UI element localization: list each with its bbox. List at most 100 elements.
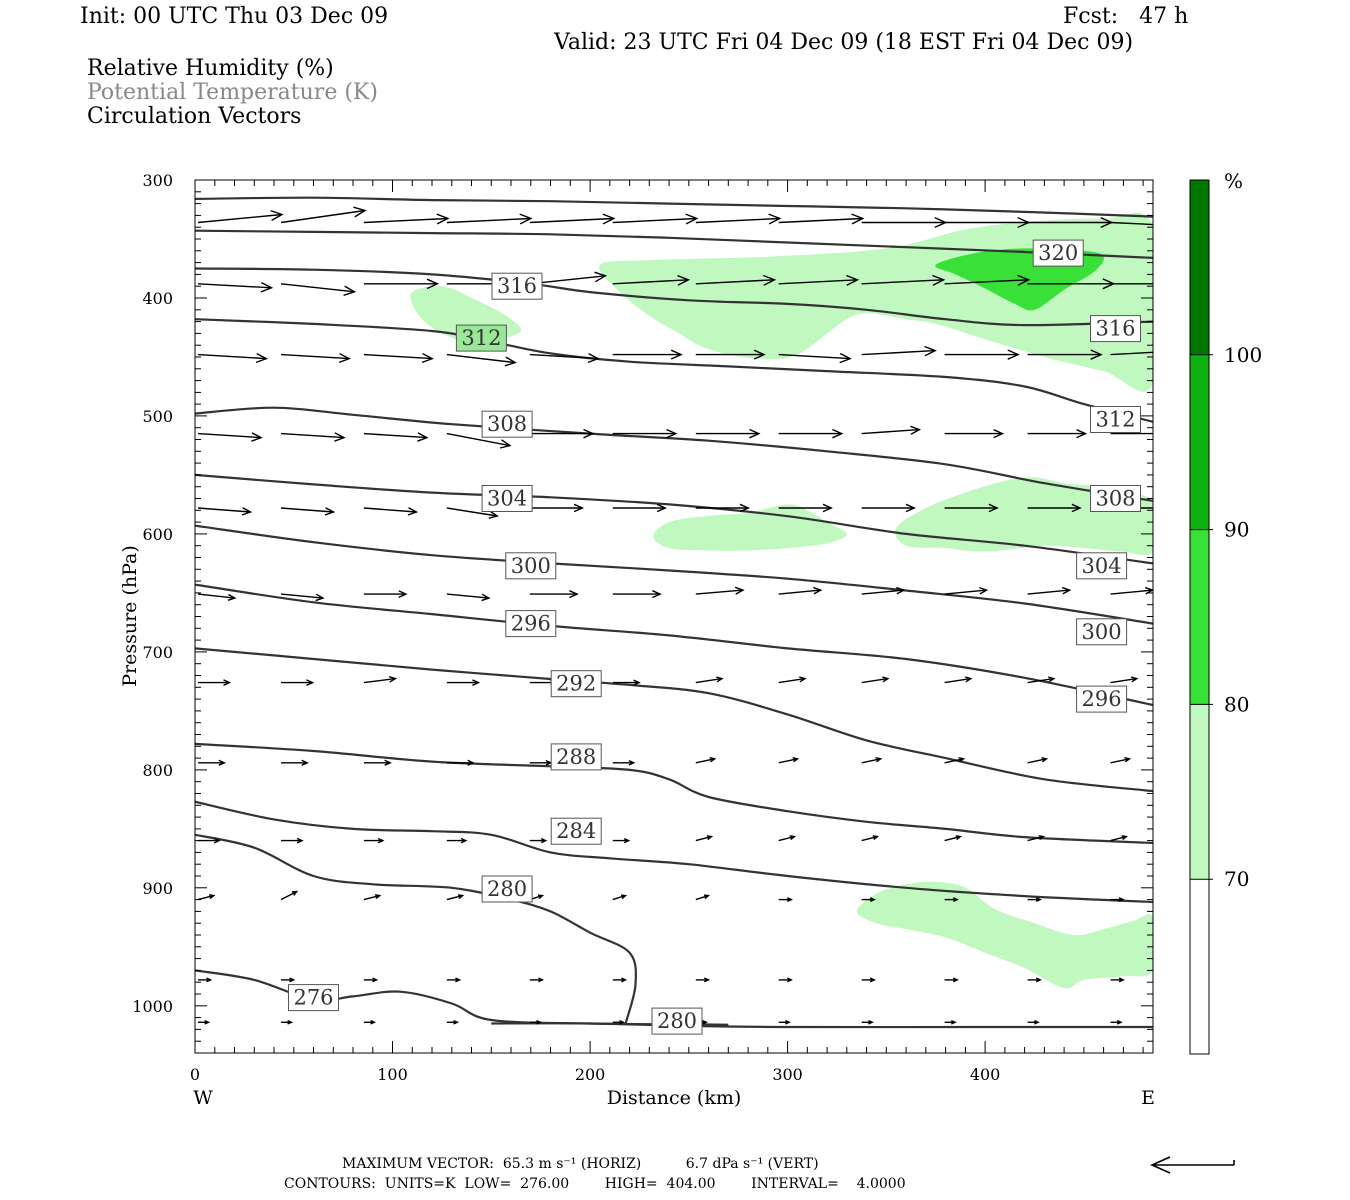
circulation-vector: [778, 977, 793, 983]
theta-contour-296-8: [195, 583, 1153, 707]
colorbar-bin-90-100: [1190, 354, 1209, 530]
contour-label-296: 296: [1076, 685, 1128, 713]
circulation-vector: [529, 352, 600, 364]
circulation-vector: [1027, 757, 1049, 764]
circulation-vector: [198, 977, 213, 983]
field-label-vectors: Circulation Vectors: [87, 104, 302, 129]
circulation-vector: [695, 894, 711, 901]
circulation-vector: [695, 428, 761, 439]
contour-label-288: 288: [550, 743, 602, 771]
circulation-vector: [198, 837, 221, 844]
circulation-vector: [612, 679, 641, 686]
circulation-vector: [778, 757, 800, 764]
svg-text:312: 312: [461, 326, 501, 350]
circulation-vector: [281, 837, 304, 844]
circulation-vector: [695, 757, 717, 764]
svg-text:284: 284: [556, 819, 596, 843]
circulation-vector: [1027, 349, 1103, 360]
circulation-vector: [363, 759, 392, 766]
circulation-vector: [1027, 1019, 1040, 1025]
circulation-vector: [944, 977, 959, 983]
theta-contour-276-13: [195, 969, 729, 1026]
x-axis-label: Distance (km): [607, 1087, 742, 1109]
svg-text:308: 308: [1095, 487, 1135, 511]
svg-text:292: 292: [556, 672, 596, 696]
circulation-vector: [1110, 757, 1132, 764]
theta-contour-280-14: [491, 1022, 1153, 1029]
circulation-vector: [529, 213, 616, 225]
circulation-vector: [1110, 351, 1153, 356]
theta-contour-284-11: [195, 800, 1153, 904]
circulation-vector: [281, 977, 296, 983]
circulation-vector: [695, 977, 711, 983]
circulation-vector: [1027, 503, 1082, 513]
circulation-vector: [944, 676, 973, 684]
svg-text:300: 300: [511, 554, 551, 578]
circulation-vector: [944, 349, 1020, 360]
circulation-vector: [1110, 977, 1125, 983]
y-tick-label-1000: 1000: [132, 997, 173, 1016]
theta-contour-280-12: [195, 833, 637, 1024]
circulation-vector: [446, 507, 500, 519]
circulation-vector: [363, 837, 385, 844]
circulation-vector: [861, 757, 883, 764]
theta-contour-300-7: [195, 524, 1153, 625]
circulation-vector: [363, 894, 382, 901]
svg-text:288: 288: [556, 745, 596, 769]
colorbar-bin-60-70: [1190, 879, 1209, 1054]
circulation-vector: [1027, 429, 1088, 439]
circulation-vector: [778, 213, 865, 225]
x-tick-label-200: 200: [575, 1065, 606, 1084]
contour-label-304: 304: [1076, 552, 1128, 580]
east-label: E: [1141, 1087, 1155, 1109]
circulation-vector: [861, 676, 890, 684]
svg-text:296: 296: [511, 612, 551, 636]
svg-text:316: 316: [1095, 317, 1135, 341]
circulation-vector: [778, 352, 852, 364]
x-tick-label-0: 0: [190, 1065, 200, 1084]
circulation-vector: [861, 503, 916, 513]
contour-info: CONTOURS: UNITS=K LOW= 276.00 HIGH= 404.…: [284, 1176, 906, 1192]
circulation-vector: [944, 429, 1005, 439]
y-tick-label-900: 900: [142, 879, 173, 898]
theta-contour-288-10: [195, 742, 1153, 845]
y-axis-label: Pressure (hPa): [119, 545, 141, 687]
svg-text:304: 304: [1082, 554, 1122, 578]
circulation-vector: [612, 428, 678, 439]
max-vector-info: MAXIMUM VECTOR: 65.3 m s⁻¹ (HORIZ) 6.7 d…: [342, 1156, 819, 1172]
circulation-vector: [197, 894, 216, 901]
circulation-vector: [612, 213, 699, 225]
contour-label-308: 308: [481, 410, 533, 438]
contour-label-292: 292: [550, 670, 602, 698]
circulation-vector: [695, 676, 724, 684]
theta-contour-292-9: [195, 647, 1153, 793]
circulation-vector: [197, 593, 237, 601]
circulation-vector: [280, 352, 351, 364]
circulation-vector: [612, 838, 631, 844]
circulation-vector: [280, 206, 367, 224]
circulation-vector: [1027, 897, 1042, 903]
circulation-vector: [529, 838, 548, 844]
circulation-vector: [446, 593, 491, 602]
circulation-vector: [944, 835, 963, 842]
circulation-vector: [529, 590, 579, 599]
circulation-vector: [778, 676, 807, 684]
colorbar-bin-80-90: [1190, 529, 1209, 705]
contour-label-304: 304: [481, 485, 533, 512]
circulation-vector: [446, 894, 465, 901]
colorbar-tick-label-70: 70: [1224, 867, 1249, 891]
west-label: W: [193, 1087, 213, 1109]
contour-label-284: 284: [550, 817, 602, 845]
circulation-vector: [861, 216, 948, 229]
circulation-vector: [363, 432, 429, 442]
circulation-vector: [363, 352, 434, 364]
axes: 300 400 500 600 700 800 900 1000 0 100 200 300 400: [132, 171, 1153, 1084]
circulation-vector: [778, 835, 797, 842]
contour-label-280: 280: [481, 875, 533, 903]
contour-label-300: 300: [1076, 618, 1128, 646]
y-tick-label-500: 500: [142, 407, 173, 426]
circulation-vector: [197, 209, 284, 224]
y-tick-label-400: 400: [142, 289, 173, 308]
circulation-vector: [280, 432, 346, 442]
contour-label-316: 316: [1090, 315, 1141, 343]
